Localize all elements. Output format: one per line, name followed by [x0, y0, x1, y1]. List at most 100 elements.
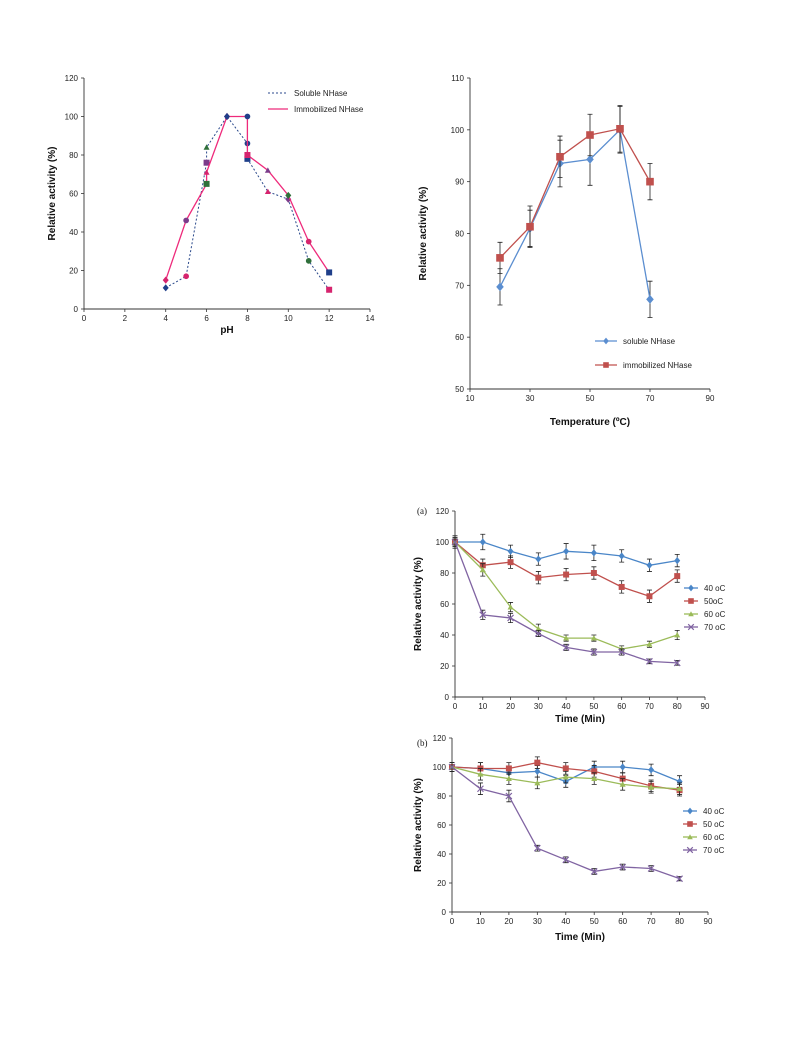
data-point — [618, 552, 625, 560]
legend-marker — [688, 584, 694, 592]
x-tick-label: 90 — [704, 917, 713, 926]
data-point — [505, 765, 512, 772]
legend-label: 60 oC — [704, 610, 726, 619]
data-point — [590, 549, 597, 557]
data-point — [563, 635, 570, 641]
data-point — [619, 863, 627, 871]
y-tick-label: 100 — [451, 126, 465, 135]
y-tick-label: 50 — [455, 385, 464, 394]
x-tick-label: 0 — [82, 314, 87, 323]
series-4 — [448, 762, 683, 883]
data-point — [505, 775, 512, 781]
data-point — [535, 574, 542, 581]
data-point — [586, 154, 594, 164]
y-tick-label: 100 — [436, 538, 450, 547]
legend-marker — [687, 821, 693, 827]
x-tick-label: 80 — [673, 702, 682, 711]
legend-entry: 50 oC — [683, 820, 725, 829]
data-point — [305, 238, 312, 245]
data-point — [326, 286, 333, 293]
x-tick-label: 90 — [701, 702, 710, 711]
x-tick-label: 6 — [204, 314, 209, 323]
y-axis-label: Relative activity (%) — [413, 778, 424, 872]
x-tick-label: 20 — [506, 702, 515, 711]
x-tick-label: 70 — [645, 702, 654, 711]
x-tick-label: 0 — [450, 917, 455, 926]
data-point — [563, 571, 570, 578]
data-point — [648, 766, 655, 774]
y-tick-label: 0 — [74, 305, 79, 314]
data-point — [183, 217, 189, 224]
x-tick-label: 60 — [618, 917, 627, 926]
data-point — [505, 792, 513, 800]
data-point — [591, 768, 598, 775]
y-tick-label: 20 — [69, 267, 78, 276]
data-point — [535, 625, 542, 632]
data-point — [591, 775, 598, 781]
data-point — [162, 276, 169, 284]
y-axis-label: Relative activity (%) — [47, 147, 58, 241]
data-point — [534, 767, 541, 775]
data-point — [264, 188, 271, 194]
legend-entry: 40 oC — [683, 807, 725, 816]
y-tick-label: 80 — [455, 230, 464, 239]
data-point — [646, 294, 654, 304]
data-point — [646, 561, 653, 569]
legend-marker — [687, 623, 695, 631]
legend-entry: Immobilized NHase — [268, 105, 364, 114]
x-tick-label: 70 — [647, 917, 656, 926]
data-point — [616, 124, 624, 133]
data-point — [676, 875, 683, 883]
data-point — [183, 273, 189, 280]
chart-2: 10 30 50 70 90 50 60 70 80 90 100 110 Temperature (º… — [418, 74, 715, 428]
data-point — [586, 131, 594, 139]
legend-marker — [687, 807, 693, 815]
x-tick-label: 8 — [245, 314, 250, 323]
x-tick-label: 0 — [453, 702, 458, 711]
y-axis-label: Relative activity (%) — [418, 187, 429, 281]
x-axis-label: pH — [220, 325, 233, 336]
y-tick-label: 80 — [69, 151, 78, 160]
y-tick-label: 60 — [69, 190, 78, 199]
y-tick-label: 70 — [455, 281, 464, 290]
y-tick-label: 40 — [437, 850, 446, 859]
data-point — [507, 547, 514, 555]
data-point — [479, 611, 487, 619]
legend-label: 70 oC — [703, 846, 725, 855]
panel-label: (b) — [417, 738, 428, 748]
data-point — [673, 659, 681, 667]
data-point — [535, 555, 542, 563]
x-tick-label: 30 — [533, 917, 542, 926]
legend-marker — [687, 834, 693, 840]
y-tick-label: 40 — [440, 631, 449, 640]
legend-entry: 70 oC — [683, 846, 725, 855]
data-point — [507, 604, 514, 610]
data-point — [562, 643, 570, 651]
data-point — [224, 112, 230, 121]
data-point — [496, 282, 504, 292]
y-tick-label: 80 — [440, 569, 449, 578]
legend-label: 70 oC — [704, 623, 726, 632]
x-tick-label: 4 — [163, 314, 168, 323]
y-tick-label: 20 — [437, 879, 446, 888]
x-tick-label: 40 — [562, 702, 571, 711]
y-tick-label: 60 — [440, 600, 449, 609]
y-tick-label: 0 — [442, 908, 447, 917]
data-point — [563, 547, 570, 555]
data-point — [507, 559, 514, 566]
x-tick-label: 50 — [590, 917, 599, 926]
x-tick-label: 40 — [561, 917, 570, 926]
data-point — [562, 774, 569, 780]
x-tick-label: 70 — [646, 394, 655, 403]
data-point — [646, 641, 653, 647]
data-point — [562, 765, 569, 772]
legend-label: 60 oC — [703, 833, 725, 842]
x-tick-label: 60 — [617, 702, 626, 711]
legend-label: immobilized NHase — [623, 361, 692, 370]
data-point — [203, 144, 210, 150]
data-point — [326, 269, 333, 276]
x-tick-label: 12 — [325, 314, 334, 323]
data-point — [647, 865, 655, 872]
legend-label: Soluble NHase — [294, 89, 348, 98]
